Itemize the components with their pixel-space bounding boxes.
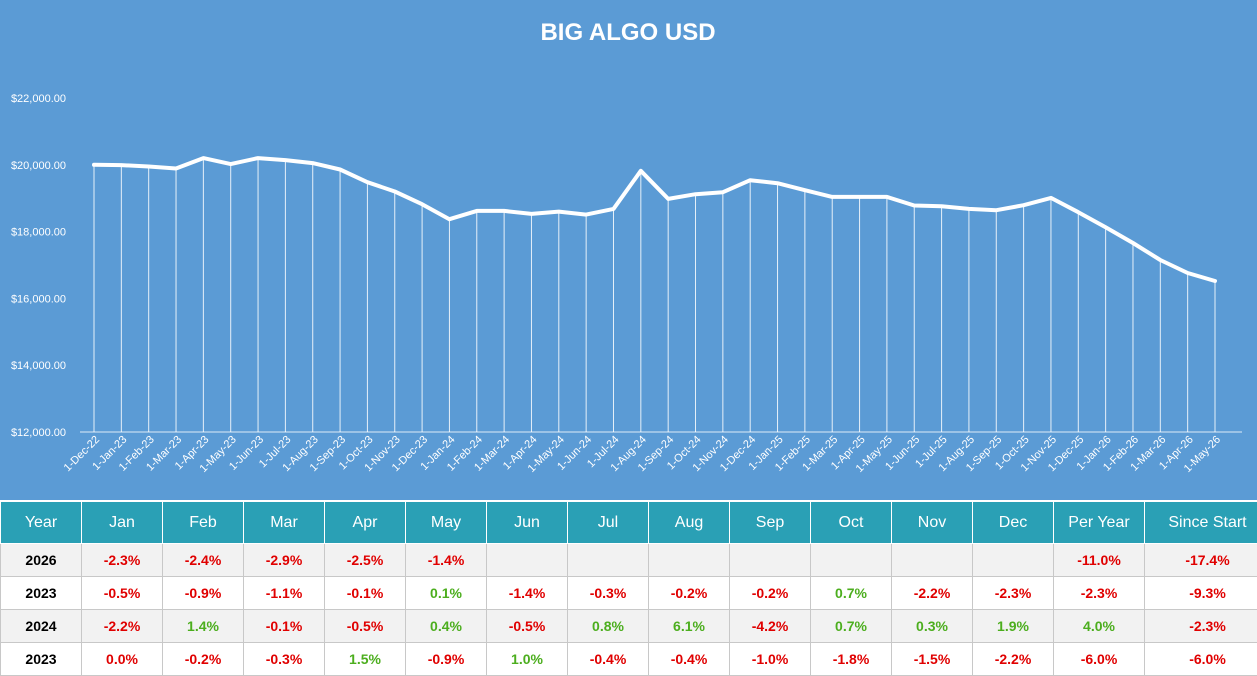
table-body: 2026-2.3%-2.4%-2.9%-2.5%-1.4%-11.0%-17.4… xyxy=(1,544,1257,676)
return-cell: -2.4% xyxy=(163,544,244,577)
return-cell: -2.2% xyxy=(973,643,1054,676)
return-cell: -0.9% xyxy=(406,643,487,676)
return-cell: -1.8% xyxy=(811,643,892,676)
return-cell: 0.1% xyxy=(406,577,487,610)
return-cell: -0.5% xyxy=(82,577,163,610)
return-cell: -2.3% xyxy=(973,577,1054,610)
header-cell: Per Year xyxy=(1054,502,1145,544)
equity-chart-svg: BIG ALGO USD $12,000.00 $14,000.00 $16,000… xyxy=(0,0,1257,500)
y-tick-label: $16,000.00 xyxy=(11,293,66,305)
return-cell: -1.4% xyxy=(406,544,487,577)
return-cell: -1.1% xyxy=(244,577,325,610)
return-cell: -6.0% xyxy=(1054,643,1145,676)
return-cell: 4.0% xyxy=(1054,610,1145,643)
return-cell: 1.4% xyxy=(163,610,244,643)
return-cell xyxy=(568,544,649,577)
return-cell: -6.0% xyxy=(1145,643,1257,676)
return-cell: 1.9% xyxy=(973,610,1054,643)
return-cell xyxy=(892,544,973,577)
header-cell: Mar xyxy=(244,502,325,544)
chart-background xyxy=(0,0,1257,500)
return-cell: 0.8% xyxy=(568,610,649,643)
return-cell: -2.2% xyxy=(892,577,973,610)
return-cell: 1.5% xyxy=(325,643,406,676)
return-cell xyxy=(487,544,568,577)
y-tick-label: $12,000.00 xyxy=(11,427,66,439)
header-cell: Oct xyxy=(811,502,892,544)
header-cell: Jun xyxy=(487,502,568,544)
return-cell: -9.3% xyxy=(1145,577,1257,610)
return-cell: -2.2% xyxy=(82,610,163,643)
y-tick-label: $14,000.00 xyxy=(11,360,66,372)
return-cell: -0.2% xyxy=(730,577,811,610)
return-cell xyxy=(811,544,892,577)
header-cell: Apr xyxy=(325,502,406,544)
return-cell: -0.4% xyxy=(649,643,730,676)
return-cell: -0.9% xyxy=(163,577,244,610)
header-cell: Dec xyxy=(973,502,1054,544)
return-cell: 0.0% xyxy=(82,643,163,676)
return-cell: -2.3% xyxy=(1054,577,1145,610)
return-cell: -0.2% xyxy=(163,643,244,676)
year-cell: 2024 xyxy=(1,610,82,643)
return-cell: -1.0% xyxy=(730,643,811,676)
return-cell xyxy=(973,544,1054,577)
year-cell: 2023 xyxy=(1,643,82,676)
return-cell: -0.2% xyxy=(649,577,730,610)
header-cell: Year xyxy=(1,502,82,544)
header-cell: Jul xyxy=(568,502,649,544)
return-cell: -11.0% xyxy=(1054,544,1145,577)
y-tick-label: $20,000.00 xyxy=(11,160,66,172)
return-cell: 0.7% xyxy=(811,577,892,610)
return-cell: -1.5% xyxy=(892,643,973,676)
return-cell: -0.5% xyxy=(325,610,406,643)
return-cell: 0.3% xyxy=(892,610,973,643)
return-cell xyxy=(649,544,730,577)
return-cell: -17.4% xyxy=(1145,544,1257,577)
return-cell: -1.4% xyxy=(487,577,568,610)
return-cell: -2.9% xyxy=(244,544,325,577)
return-cell: -0.4% xyxy=(568,643,649,676)
equity-chart: BIG ALGO USD $12,000.00 $14,000.00 $16,000… xyxy=(0,0,1257,500)
return-cell xyxy=(730,544,811,577)
return-cell: -0.5% xyxy=(487,610,568,643)
return-cell: 1.0% xyxy=(487,643,568,676)
chart-title: BIG ALGO USD xyxy=(540,19,715,46)
header-cell: Nov xyxy=(892,502,973,544)
table-row: 2024-2.2%1.4%-0.1%-0.5%0.4%-0.5%0.8%6.1%… xyxy=(1,610,1257,643)
header-cell: Feb xyxy=(163,502,244,544)
return-cell: 0.7% xyxy=(811,610,892,643)
return-cell: -0.3% xyxy=(568,577,649,610)
return-cell: -2.3% xyxy=(1145,610,1257,643)
return-cell: -4.2% xyxy=(730,610,811,643)
return-cell: 6.1% xyxy=(649,610,730,643)
header-cell: Sep xyxy=(730,502,811,544)
table-row: 2026-2.3%-2.4%-2.9%-2.5%-1.4% -11.0%-17.4… xyxy=(1,544,1257,577)
header-cell: Since Start xyxy=(1145,502,1257,544)
header-cell: May xyxy=(406,502,487,544)
return-cell: -0.1% xyxy=(244,610,325,643)
y-tick-label: $18,000.00 xyxy=(11,227,66,239)
year-cell: 2023 xyxy=(1,577,82,610)
return-cell: -2.3% xyxy=(82,544,163,577)
return-cell: -0.3% xyxy=(244,643,325,676)
y-tick-label: $22,000.00 xyxy=(11,93,66,105)
year-cell: 2026 xyxy=(1,544,82,577)
return-cell: -2.5% xyxy=(325,544,406,577)
header-cell: Aug xyxy=(649,502,730,544)
return-cell: 0.4% xyxy=(406,610,487,643)
header-cell: Jan xyxy=(82,502,163,544)
table-row: 2023-0.5%-0.9%-1.1%-0.1%0.1%-1.4%-0.3%-0… xyxy=(1,577,1257,610)
return-cell: -0.1% xyxy=(325,577,406,610)
